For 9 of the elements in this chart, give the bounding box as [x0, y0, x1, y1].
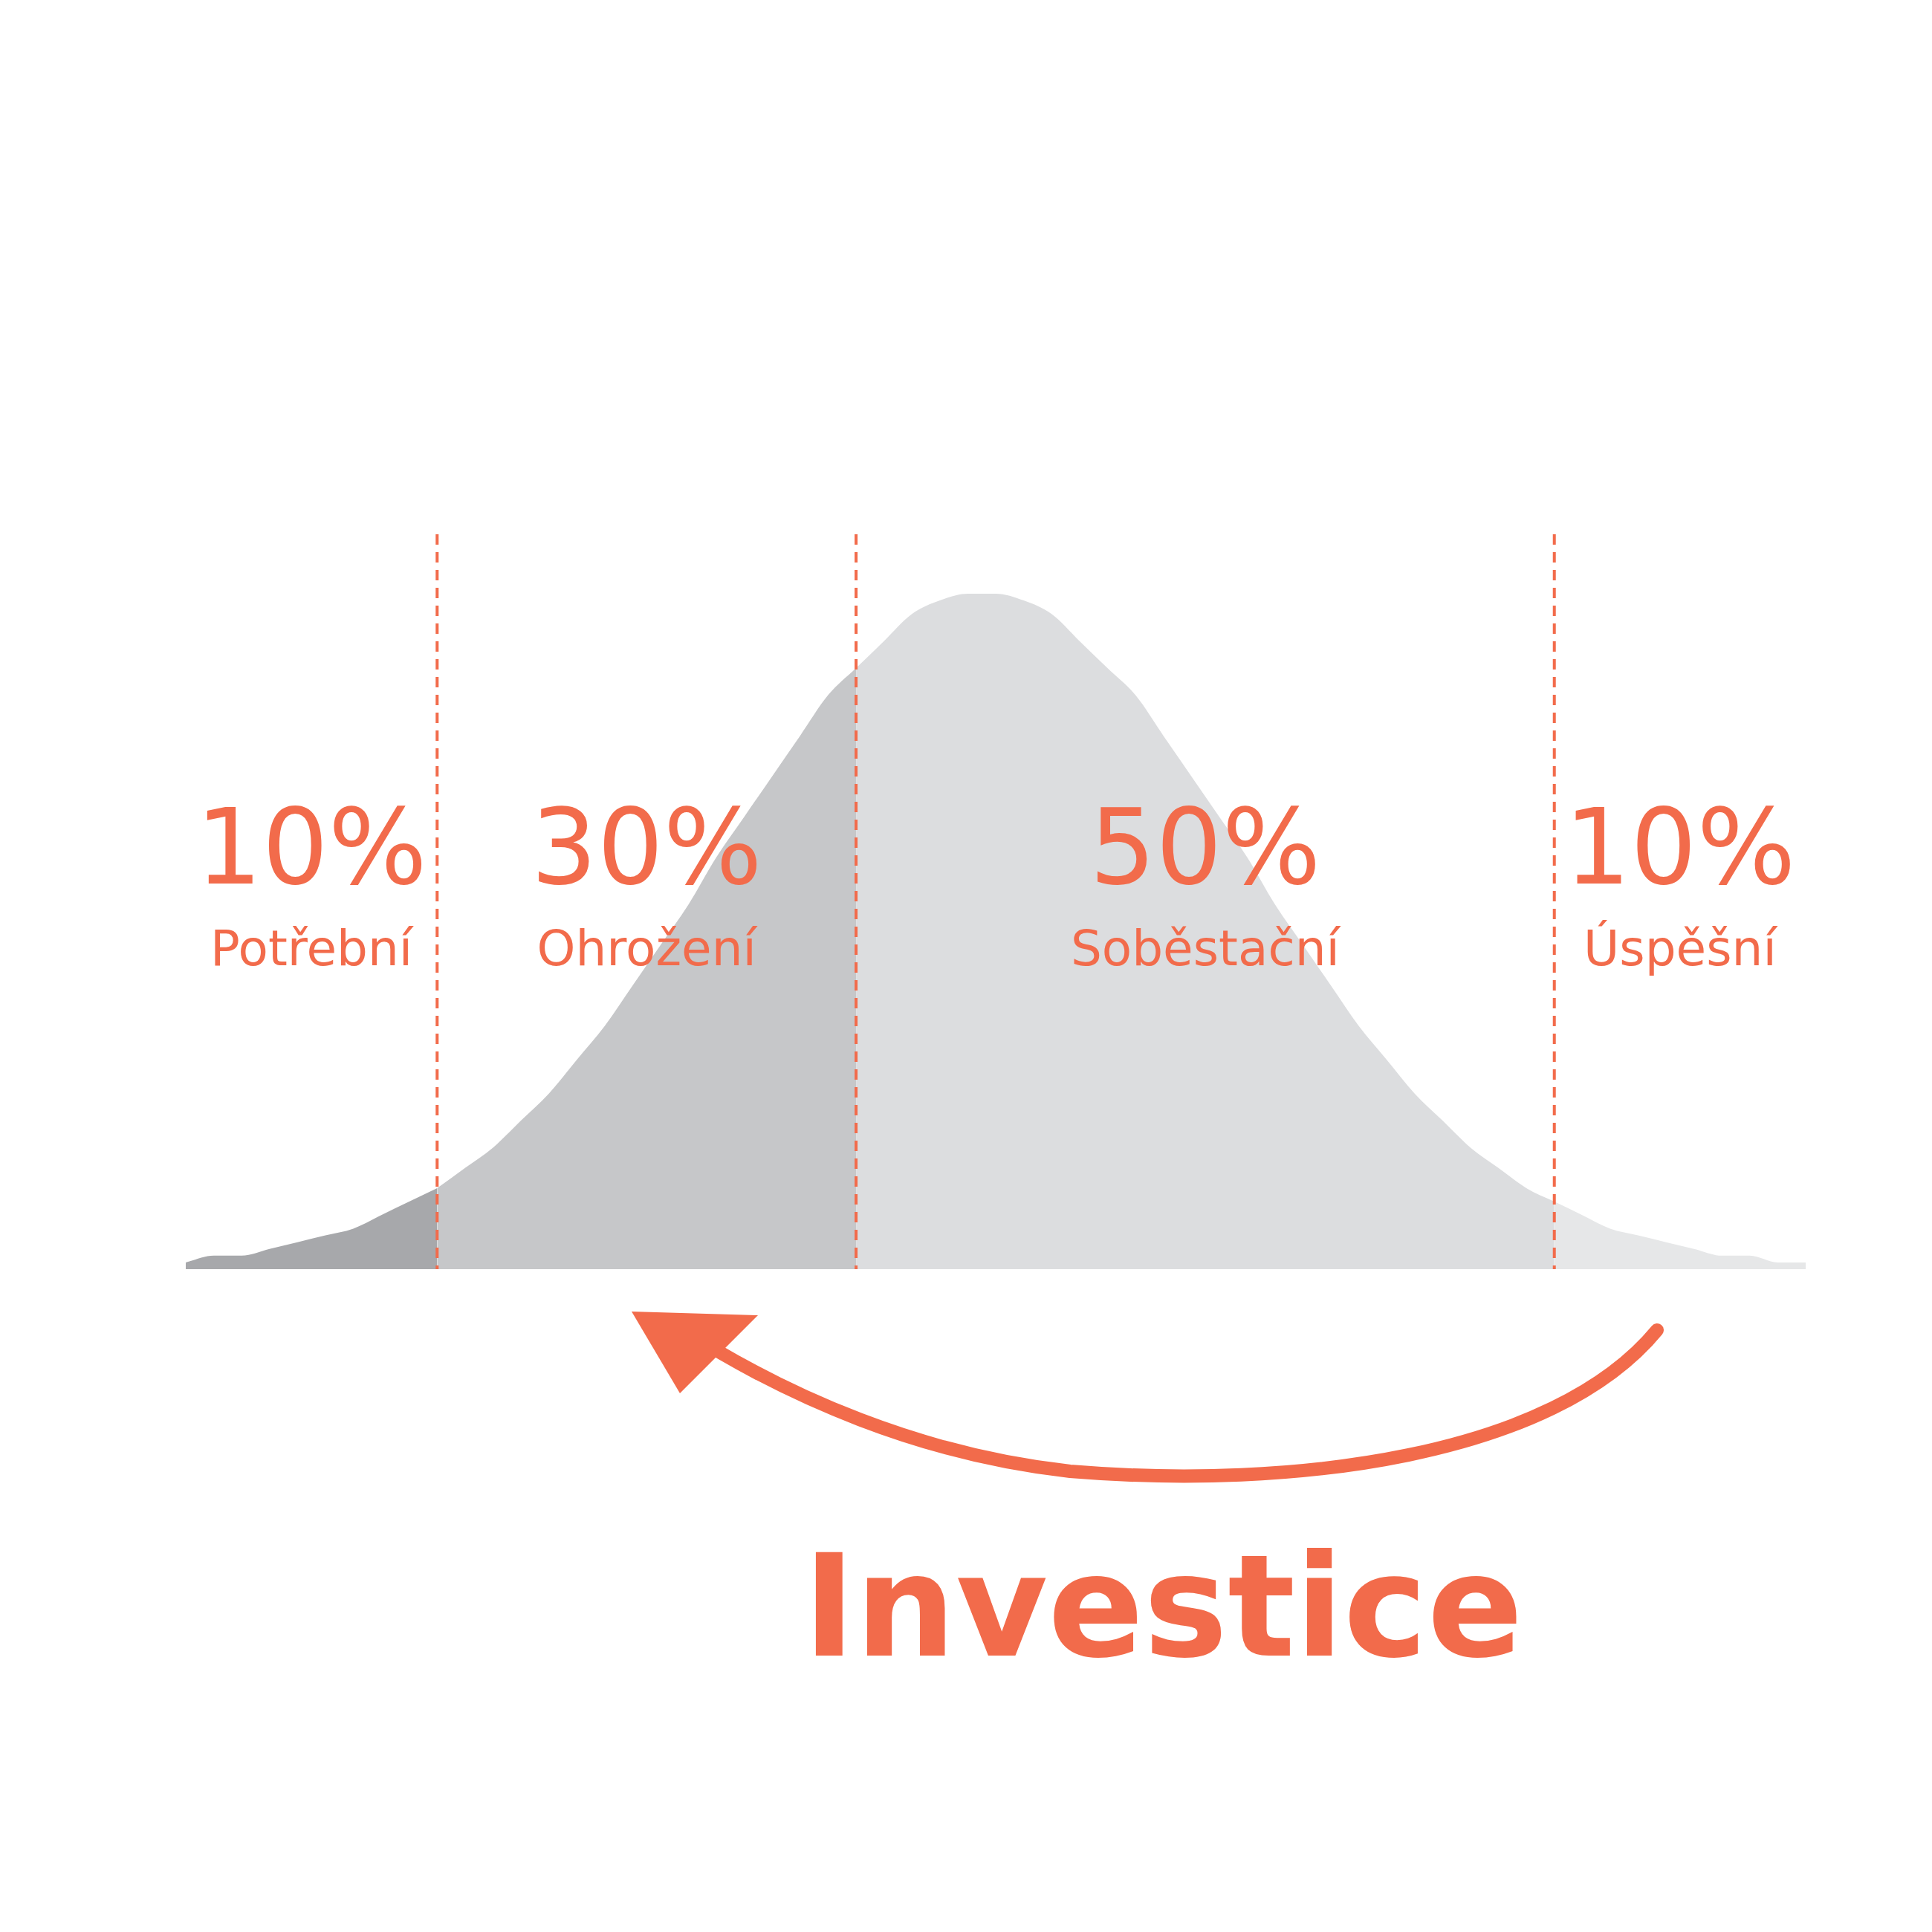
annotation: 30%: [531, 787, 762, 908]
annotation: 10%: [195, 787, 427, 908]
annotation: 50%: [1089, 787, 1321, 908]
annotation: Ohrožení: [537, 920, 759, 977]
annotation: Úspěšní: [1583, 920, 1779, 977]
annotation: Soběstační: [1070, 920, 1342, 977]
annotation: Potřební: [210, 920, 415, 977]
text: Investice: [803, 1525, 1523, 1689]
annotation: 10%: [1564, 787, 1796, 908]
